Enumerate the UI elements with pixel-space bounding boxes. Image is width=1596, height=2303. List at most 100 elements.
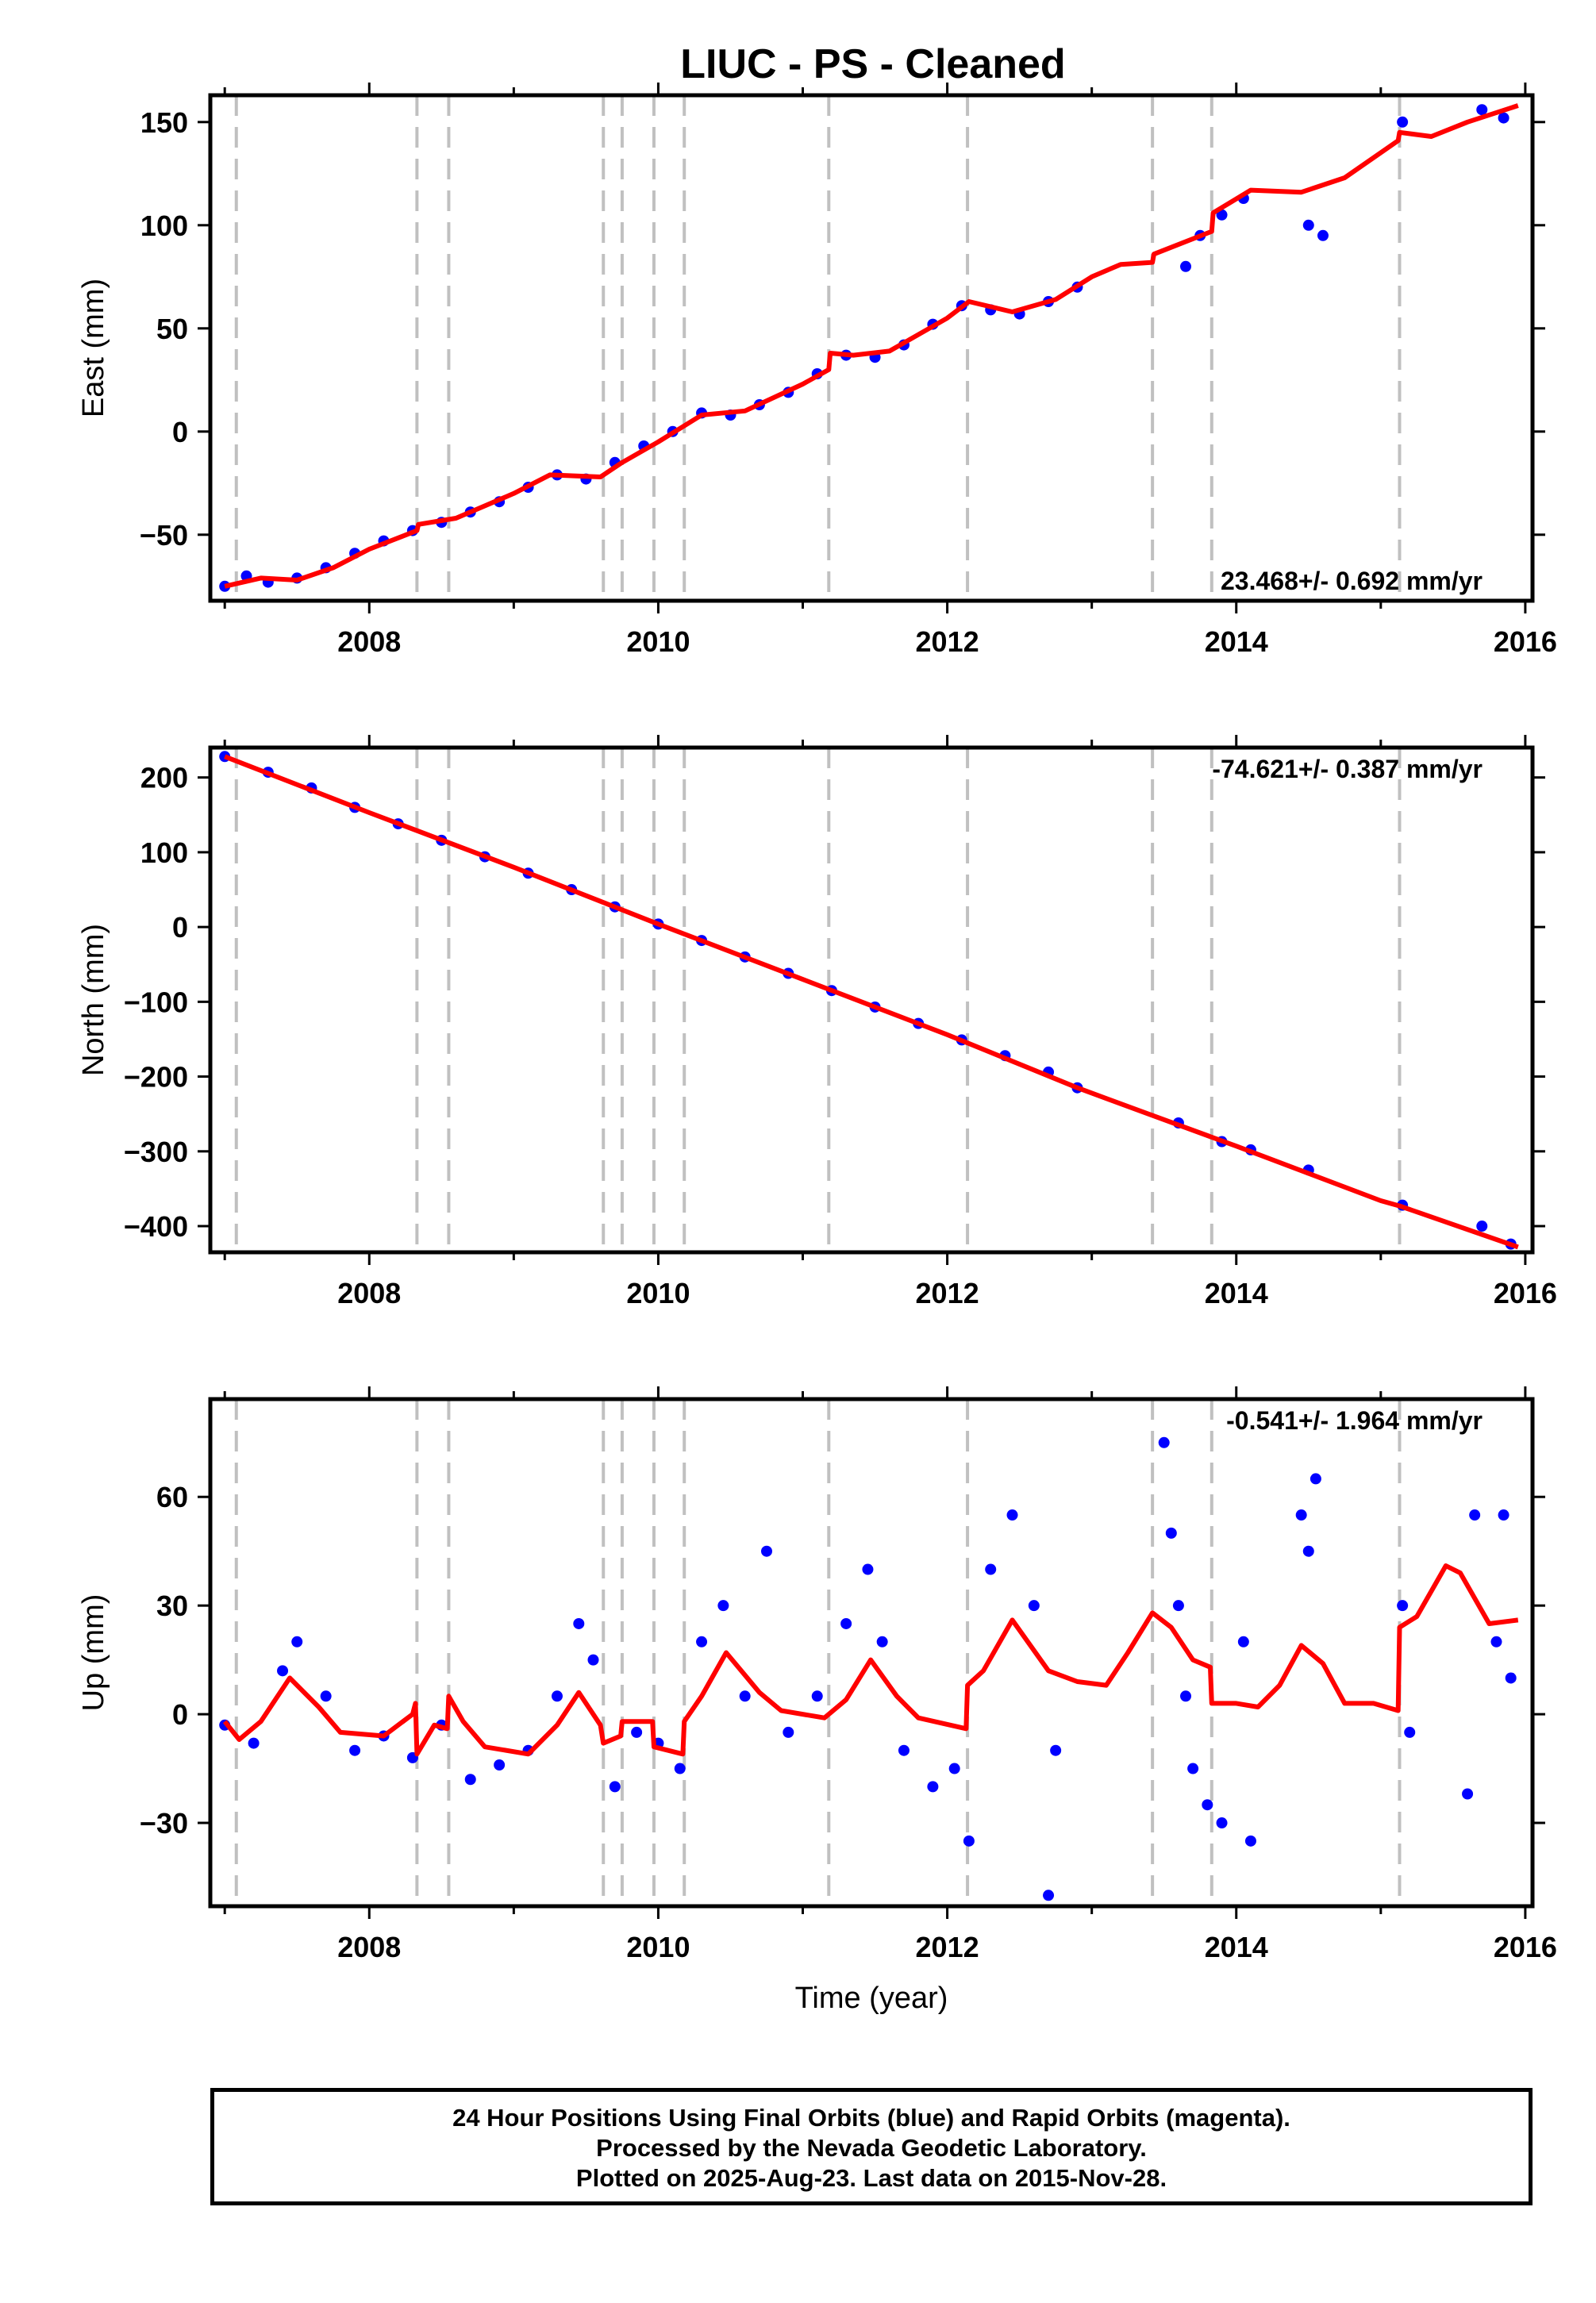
y-tick-label: −30: [140, 1807, 188, 1840]
x-tick-label: 2016: [1494, 1931, 1557, 1963]
data-point: [1216, 1817, 1228, 1829]
data-point: [1237, 1636, 1249, 1647]
panel-east: −50 0 50 100 150 2008 2010 2012 2014 2016 East (mm…: [77, 83, 1557, 658]
chart-title: LIUC - PS - Cleaned: [680, 41, 1065, 87]
x-axis-label: Time (year): [795, 1982, 948, 2015]
footer-line-1: 24 Hour Positions Using Final Orbits (bl…: [452, 2104, 1290, 2132]
y-tick-label: −100: [124, 986, 188, 1018]
x-tick-label: 2014: [1205, 625, 1268, 658]
model-line: [222, 1563, 1519, 1757]
y-tick-label: 0: [172, 911, 188, 944]
data-point: [1490, 1636, 1502, 1647]
data-point: [898, 1744, 910, 1756]
x-tick-label: 2012: [916, 625, 979, 658]
data-point: [811, 1690, 823, 1702]
model-line: [224, 103, 1519, 589]
y-tick-label: −300: [124, 1136, 188, 1168]
footer-line-2: Processed by the Nevada Geodetic Laborat…: [596, 2134, 1147, 2162]
y-tick-label: 200: [140, 762, 188, 794]
data-point: [1397, 1600, 1409, 1612]
rate-label: 23.468+/- 0.692 mm/yr: [1221, 567, 1483, 595]
x-tick-label: 2010: [626, 1277, 690, 1309]
y-axis-label: North (mm): [77, 924, 110, 1076]
footer-line-3: Plotted on 2025-Aug-23. Last data on 201…: [575, 2164, 1167, 2192]
data-point: [1302, 1545, 1314, 1557]
data-point: [876, 1636, 888, 1647]
x-tick-label: 2012: [916, 1277, 979, 1309]
data-point: [248, 1737, 260, 1749]
data-point: [1302, 219, 1314, 231]
y-axis-label: East (mm): [77, 279, 110, 417]
y-tick-label: 0: [172, 416, 188, 448]
data-point: [1469, 1509, 1481, 1521]
y-tick-label: 30: [156, 1590, 188, 1622]
y-tick-label: 150: [140, 106, 188, 139]
data-point: [1505, 1672, 1517, 1684]
data-point: [1050, 1744, 1062, 1756]
data-point: [1028, 1600, 1040, 1612]
data-point: [1216, 209, 1228, 221]
y-tick-label: 0: [172, 1698, 188, 1731]
y-axis-label: Up (mm): [77, 1594, 110, 1712]
x-tick-label: 2016: [1494, 625, 1557, 658]
data-point: [1180, 1690, 1192, 1702]
data-point: [1498, 112, 1509, 124]
x-tick-label: 2010: [626, 625, 690, 658]
data-point: [1404, 1726, 1416, 1738]
model-line: [224, 754, 1519, 1250]
x-tick-label: 2008: [337, 625, 401, 658]
y-tick-label: 50: [156, 313, 188, 345]
data-point: [1172, 1600, 1184, 1612]
x-tick-label: 2014: [1205, 1931, 1268, 1963]
footer-box: 24 Hour Positions Using Final Orbits (bl…: [210, 2088, 1533, 2205]
x-tick-label: 2014: [1205, 1277, 1268, 1309]
axes-frame: [208, 745, 1535, 1255]
data-point: [948, 1763, 960, 1774]
data-point: [783, 1726, 794, 1738]
x-tick-label: 2016: [1494, 1277, 1557, 1309]
data-point: [609, 1781, 621, 1793]
data-point: [277, 1665, 289, 1677]
data-point: [1462, 1788, 1474, 1800]
y-tick-label: −200: [124, 1061, 188, 1094]
x-tick-label: 2010: [626, 1931, 690, 1963]
x-tick-label: 2008: [337, 1277, 401, 1309]
data-point: [1309, 1473, 1321, 1485]
data-point: [1202, 1799, 1213, 1811]
y-tick-label: 100: [140, 836, 188, 869]
data-point: [349, 1744, 361, 1756]
data-point: [1158, 1436, 1170, 1448]
data-point: [494, 1759, 506, 1771]
data-point: [1043, 1890, 1055, 1901]
data-point: [985, 1563, 997, 1575]
data-point: [674, 1763, 686, 1774]
data-point: [862, 1563, 874, 1575]
data-point: [320, 1690, 332, 1702]
x-tick-label: 2008: [337, 1931, 401, 1963]
data-point: [1165, 1527, 1177, 1539]
x-tick-label: 2012: [916, 1931, 979, 1963]
panel-up: −30 0 30 60 2008 2010 2012 2014 2016 Up (mm) Time …: [77, 1386, 1557, 2015]
data-point: [739, 1690, 751, 1702]
data-point: [696, 1636, 708, 1647]
rate-label: -74.621+/- 0.387 mm/yr: [1212, 755, 1483, 783]
data-point: [1180, 260, 1192, 272]
rate-label: -0.541+/- 1.964 mm/yr: [1226, 1406, 1483, 1435]
data-point: [1498, 1509, 1509, 1521]
data-point: [1244, 1835, 1256, 1847]
data-point: [1317, 229, 1329, 241]
data-point: [587, 1654, 599, 1666]
data-point: [631, 1726, 643, 1738]
data-point: [760, 1545, 772, 1557]
y-tick-label: −50: [140, 519, 188, 552]
data-point: [573, 1617, 585, 1629]
data-point: [1187, 1763, 1199, 1774]
data-point: [717, 1600, 729, 1612]
panel-north: −400 −300 −200 −100 0 100 200 2008 2010 2012 2014 2…: [77, 735, 1557, 1309]
data-point: [1476, 104, 1488, 116]
data-point: [464, 1774, 476, 1786]
panels: −50 0 50 100 150 2008 2010 2012 2014 2016 East (mm…: [77, 83, 1557, 2015]
data-point: [291, 1636, 303, 1647]
data-point: [1397, 116, 1409, 128]
